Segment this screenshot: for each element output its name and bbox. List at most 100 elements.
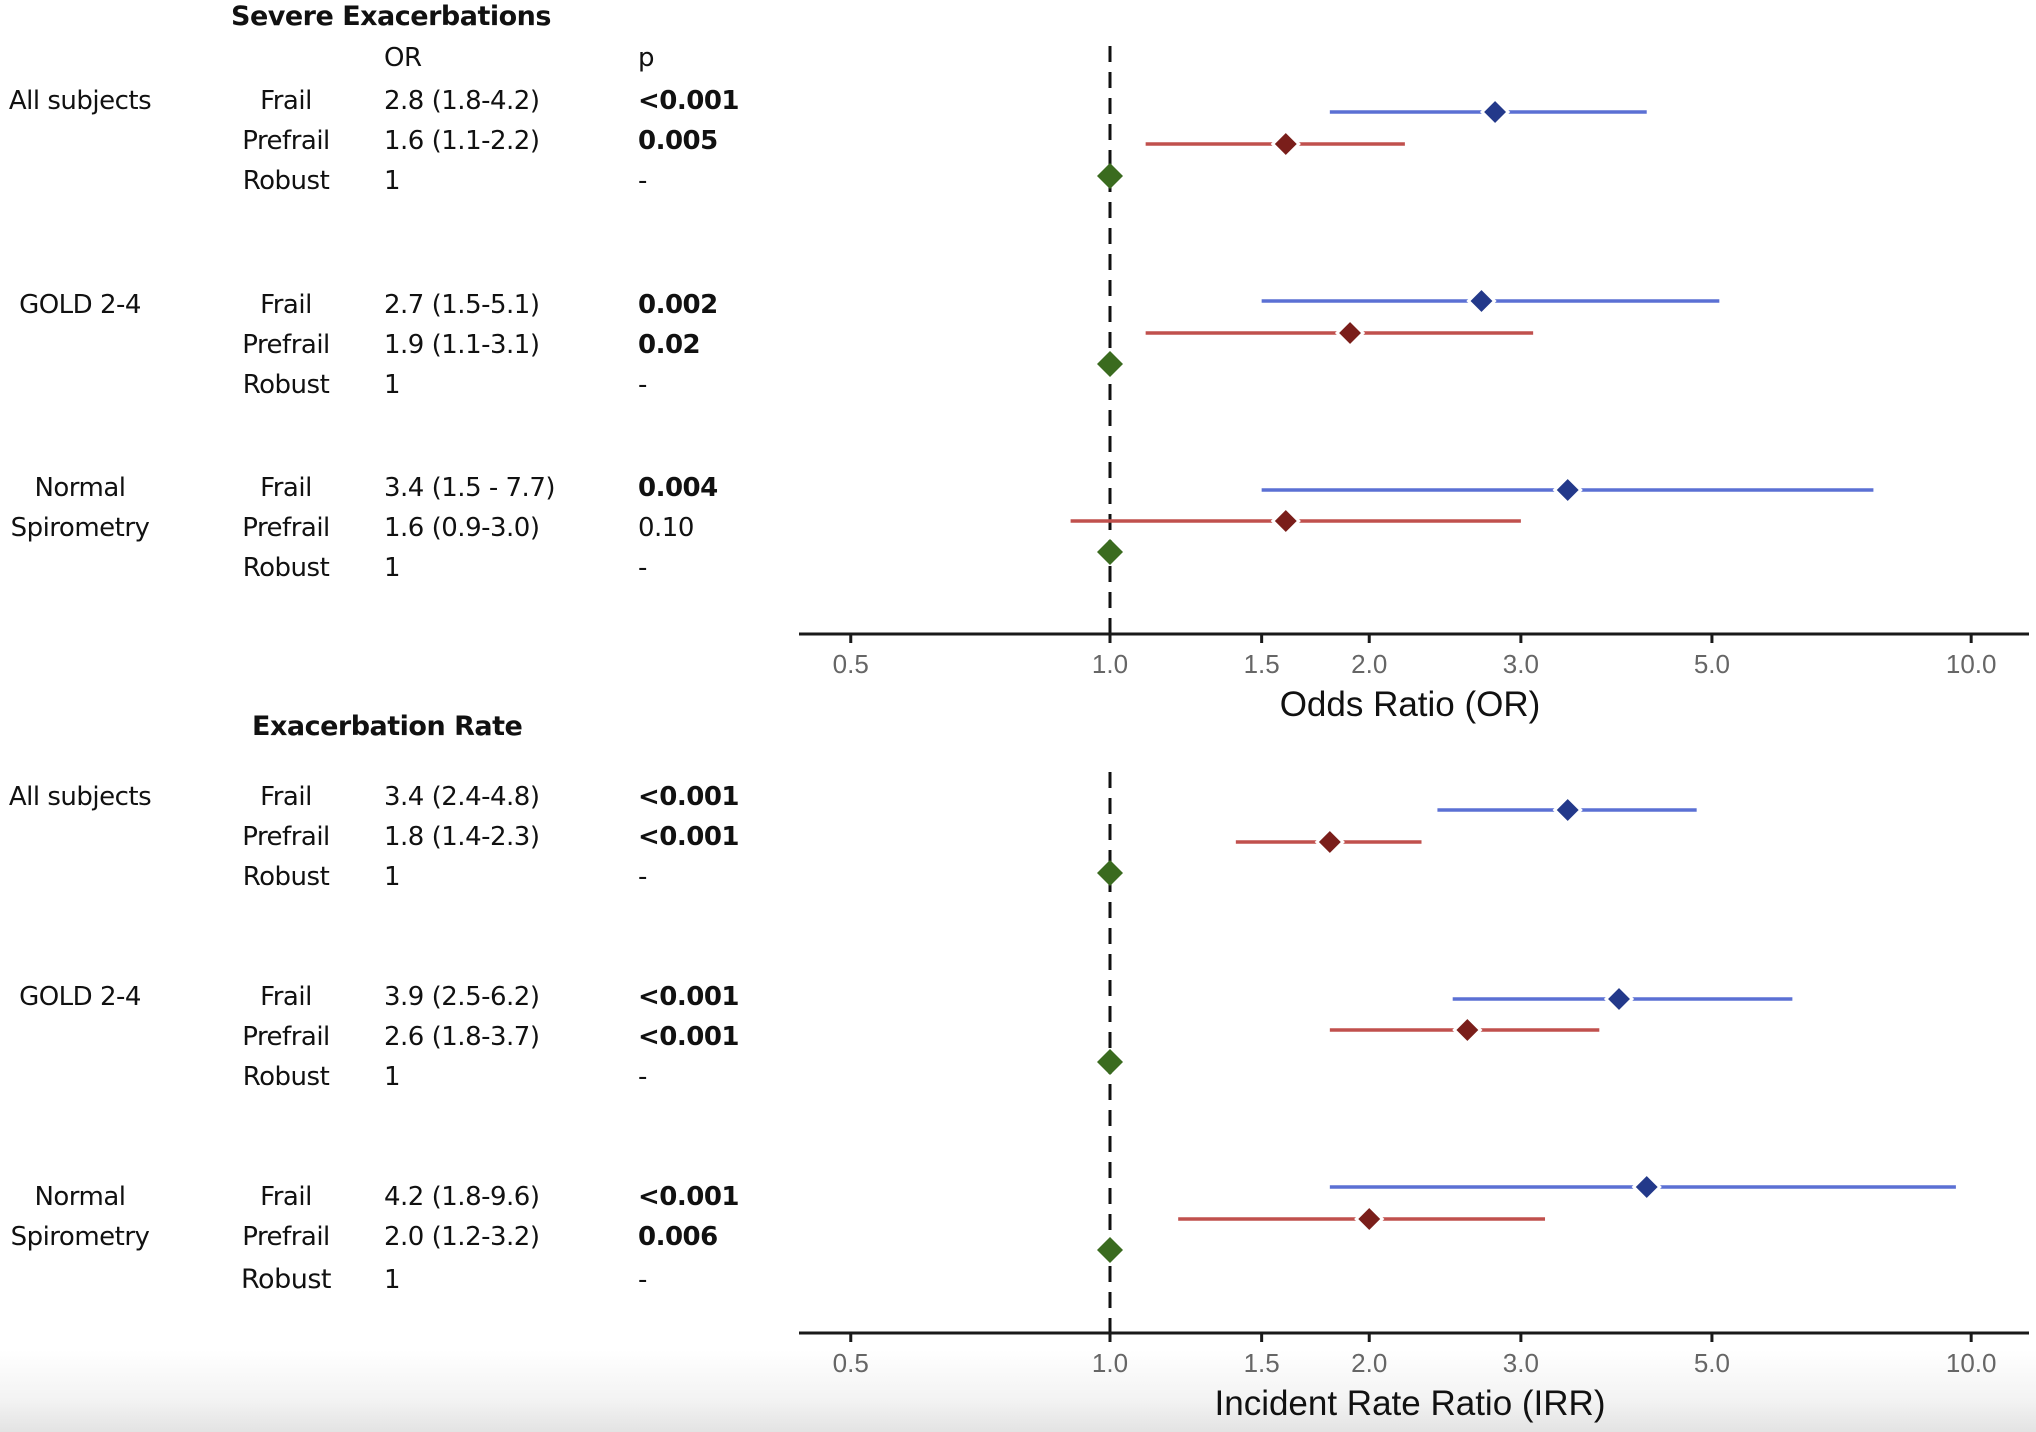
point-estimate-frail [1466,285,1497,317]
estimate-value: 1.6 (1.1-2.2) [384,126,540,156]
category-label: Robust [242,1062,330,1092]
x-tick-label: 3.0 [1503,649,1539,679]
x-axis-title: Incident Rate Ratio (IRR) [1215,1384,1606,1423]
category-label: Prefrail [242,1222,330,1252]
category-label: Frail [260,86,312,116]
point-estimate-frail [1479,96,1511,128]
x-tick-label: 5.0 [1694,1348,1730,1378]
p-value: - [638,862,647,892]
x-tick-label: 2.0 [1351,1348,1387,1378]
group-label-normal-spirometry-line2: Spirometry [10,1222,150,1252]
p-value: - [638,166,647,196]
point-estimate-prefrail [1334,317,1366,349]
group-label-all-subjects: All subjects [8,86,152,116]
category-label: Frail [260,1182,312,1212]
x-tick-label: 1.0 [1092,1348,1128,1378]
x-tick-label: 10.0 [1946,649,1997,679]
point-estimate-robust [1097,860,1123,886]
point-estimate-prefrail [1354,1203,1385,1235]
p-column-header: p [638,43,655,73]
point-estimate-prefrail [1314,826,1345,858]
estimate-value: 3.4 (1.5 - 7.7) [384,473,556,503]
p-value: - [638,1265,647,1295]
p-value: - [638,553,647,583]
p-value: 0.002 [638,290,718,320]
estimate-value: 1 [384,166,401,196]
p-value: <0.001 [638,782,740,812]
p-value: <0.001 [638,982,740,1012]
category-label: Frail [260,473,312,503]
point-estimate-prefrail [1452,1014,1483,1046]
p-value: - [638,370,647,400]
x-tick-label: 1.5 [1244,649,1280,679]
estimate-value: 1 [384,1265,401,1295]
category-label: Robust [242,166,330,196]
category-label: Robust [241,1264,331,1295]
point-estimate-robust [1097,1237,1123,1263]
point-estimate-robust [1097,351,1123,377]
p-value: 0.10 [638,513,694,543]
p-value: <0.001 [638,86,740,116]
x-tick-label: 0.5 [833,1348,869,1378]
estimate-value: 1.9 (1.1-3.1) [384,330,540,360]
x-tick-label: 10.0 [1946,1348,1997,1378]
p-value: 0.004 [638,473,718,503]
category-label: Prefrail [242,126,330,156]
point-estimate-prefrail [1270,128,1301,160]
estimate-value: 1 [384,862,401,892]
p-value: <0.001 [638,1022,740,1052]
category-label: Robust [242,553,330,583]
group-label-normal-spirometry-line2: Spirometry [10,513,150,543]
category-label: Robust [242,370,330,400]
p-value: 0.005 [638,126,718,156]
estimate-value: 2.6 (1.8-3.7) [384,1022,540,1052]
p-value: 0.006 [638,1222,718,1252]
estimate-value: 2.0 (1.2-3.2) [384,1222,540,1252]
category-label: Robust [242,862,330,892]
category-label: Prefrail [242,330,330,360]
group-label-gold-2-4: GOLD 2-4 [19,982,141,1012]
p-value: <0.001 [638,1182,740,1212]
group-label-gold-2-4: GOLD 2-4 [19,290,141,320]
panel-title-severe-exacerbations: Severe Exacerbations [231,1,551,32]
or-column-header: OR [384,43,422,73]
estimate-value: 1.8 (1.4-2.3) [384,822,540,852]
forest-plot-exacerbation-rate: 0.5 1.0 1.5 2.0 3.0 5.0 10.0 Incident Rate Rati… [799,772,2029,1423]
point-estimate-robust [1097,539,1123,565]
point-estimate-frail [1631,1171,1662,1203]
category-label: Frail [260,290,312,320]
estimate-value: 1.6 (0.9-3.0) [384,513,540,543]
estimate-value: 2.7 (1.5-5.1) [384,290,540,320]
x-tick-label: 5.0 [1694,649,1730,679]
point-estimate-frail [1552,474,1583,506]
point-estimate-robust [1097,163,1123,189]
category-label: Prefrail [242,1022,330,1052]
category-label: Frail [260,782,312,812]
forest-plot-severe-exacerbations: 0.5 1.0 1.5 2.0 3.0 5.0 10.0 Odds Ratio (OR) [799,46,2029,724]
x-tick-label: 2.0 [1351,649,1387,679]
x-tick-label: 3.0 [1503,1348,1539,1378]
category-label: Prefrail [242,822,330,852]
group-label-normal-spirometry-line1: Normal [34,473,126,503]
estimate-value: 4.2 (1.8-9.6) [384,1182,540,1212]
x-tick-label: 0.5 [833,649,869,679]
estimate-value: 3.4 (2.4-4.8) [384,782,540,812]
x-axis-title: Odds Ratio (OR) [1280,685,1541,724]
point-estimate-robust [1097,1049,1123,1075]
estimate-value: 1 [384,370,401,400]
point-estimate-frail [1603,983,1635,1015]
panel-title-exacerbation-rate: Exacerbation Rate [252,711,523,742]
group-label-all-subjects: All subjects [8,782,152,812]
point-estimate-frail [1552,794,1583,826]
category-label: Prefrail [242,513,330,543]
p-value: <0.001 [638,822,740,852]
estimate-value: 2.8 (1.8-4.2) [384,86,540,116]
estimate-value: 3.9 (2.5-6.2) [384,982,540,1012]
group-label-normal-spirometry-line1: Normal [34,1182,126,1212]
estimate-value: 1 [384,1062,401,1092]
p-value: 0.02 [638,330,701,360]
x-tick-label: 1.0 [1092,649,1128,679]
p-value: - [638,1062,647,1092]
x-tick-label: 1.5 [1244,1348,1280,1378]
